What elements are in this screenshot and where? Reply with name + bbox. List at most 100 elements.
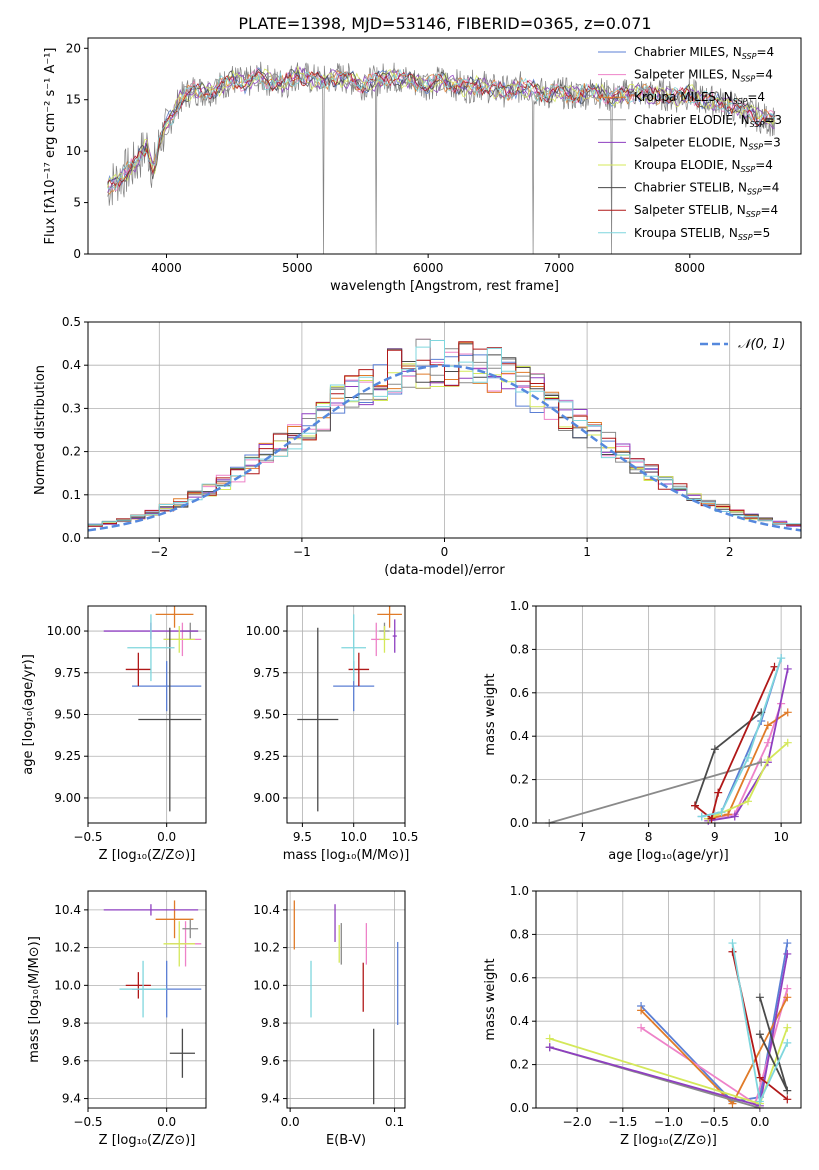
age-vs-Z-xtick-label: 0.0 (157, 830, 176, 844)
weight-vs-age-ytick-label: 0.6 (510, 686, 529, 700)
age-vs-Z-ytick-label: 9.75 (54, 666, 81, 680)
weight-marker (783, 1086, 792, 1095)
weight-vs-Z-ytick-label: 0.6 (510, 971, 529, 985)
weight-vs-Z-xtick-label: −0.5 (700, 1115, 729, 1129)
weight-marker (783, 939, 792, 948)
mass-vs-EBV-ytick-label: 9.4 (261, 1092, 280, 1106)
age-vs-mass-xlabel: mass [log₁₀(M/M⊙)] (283, 848, 410, 863)
weight-marker (777, 654, 786, 663)
legend-entry: Chabrier ELODIE, NSSP=3 (634, 113, 782, 129)
weight-vs-age-frame (535, 605, 802, 824)
panel-mass-vs-Z: −0.5 0.0 9.4 9.6 9.8 10.0 10.2 10.4 Z [log₁₀(Z/Z… (27, 890, 207, 1148)
spectrum-xtick-label: 4000 (151, 261, 182, 275)
weight-vs-Z-ytick-label: 0.4 (510, 1014, 529, 1028)
weight-marker (728, 947, 737, 956)
residuals-ytick-label: 0.2 (62, 445, 81, 459)
mass-vs-Z-xtick-label: −0.5 (73, 1115, 102, 1129)
weight-line (701, 657, 782, 818)
model-spectrum-line (107, 65, 776, 188)
residuals-ytick-label: 0.0 (62, 531, 81, 545)
weight-marker (755, 1030, 764, 1039)
spectrum-xlabel: wavelength [Angstrom, rest frame] (330, 279, 559, 294)
weight-vs-Z-ylabel: mass weight (483, 958, 498, 1040)
panel-weight-vs-Z: −2.0 −1.5 −1.0 −0.5 0.0 0.0 0.2 0.4 0.6 0.8 1.0 Z [… (483, 884, 802, 1148)
weight-vs-age-xtick-label: 8 (645, 830, 653, 844)
mass-vs-EBV-xtick-label: 0.1 (385, 1115, 404, 1129)
residuals-frame (87, 321, 802, 539)
model-spectrum-line (107, 67, 776, 192)
legend-entry: Kroupa MILES, NSSP=4 (634, 90, 765, 106)
weight-vs-age-xtick-label: 9 (711, 830, 719, 844)
weight-marker (763, 756, 772, 765)
residuals-ylabel: Normed distribution (33, 365, 48, 495)
weight-marker (763, 738, 772, 747)
residuals-xtick-label: 1 (583, 545, 591, 559)
weight-marker (783, 1023, 792, 1032)
mass-vs-Z-frame (87, 890, 207, 1109)
weight-marker (697, 812, 706, 821)
mass-vs-Z-xtick-label: 0.0 (157, 1115, 176, 1129)
mass-vs-Z-ytick-label: 9.4 (62, 1092, 81, 1106)
legend-entry: 𝒩(0, 1) (738, 337, 785, 352)
mass-vs-Z-ytick-label: 9.8 (62, 1016, 81, 1030)
weight-vs-Z-xtick-label: 0.0 (750, 1115, 769, 1129)
mass-vs-EBV-ytick-label: 10.4 (253, 903, 280, 917)
legend-entry: Kroupa STELIB, NSSP=5 (634, 226, 770, 242)
mass-vs-EBV-ytick-label: 10.0 (253, 978, 280, 992)
weight-vs-age-ylabel: mass weight (483, 673, 498, 755)
age-vs-mass-ytick-label: 9.25 (253, 749, 280, 763)
weight-marker (637, 1006, 646, 1015)
weight-vs-age-ytick-label: 0.8 (510, 642, 529, 656)
panel-mass-vs-EBV: 0.0 0.1 9.4 9.6 9.8 10.0 10.2 10.4 E(B-V) (253, 890, 406, 1148)
residuals-plot-area (88, 338, 801, 532)
age-vs-mass-xtick-label: 9.5 (293, 830, 312, 844)
mass-vs-Z-xlabel: Z [log₁₀(Z/Z⊙)] (99, 1133, 196, 1148)
residuals-ytick-label: 0.5 (62, 315, 81, 329)
legend-entry: Kroupa ELODIE, NSSP=4 (634, 158, 773, 174)
age-vs-Z-ytick-label: 9.50 (54, 708, 81, 722)
weight-vs-age-ytick-label: 0.2 (510, 773, 529, 787)
weight-marker (770, 662, 779, 671)
age-vs-mass-xtick-label: 10.0 (340, 830, 367, 844)
weight-vs-Z-ytick-label: 0.0 (510, 1101, 529, 1115)
weight-marker (744, 797, 752, 806)
weight-vs-Z-frame (535, 890, 802, 1109)
normal-curve (88, 364, 801, 532)
weight-marker (755, 1097, 764, 1106)
weight-vs-Z-xtick-label: −2.0 (563, 1115, 592, 1129)
weight-line (707, 742, 789, 820)
weight-line (694, 711, 762, 806)
panel-age-vs-Z: −0.5 0.0 9.00 9.25 9.50 9.75 10.00 Z [log₁₀(Z/Z… (21, 605, 207, 863)
weight-vs-Z-xlabel: Z [log₁₀(Z/Z⊙)] (620, 1133, 717, 1148)
weight-vs-Z-ytick-label: 0.8 (510, 927, 529, 941)
weight-line (694, 666, 776, 821)
legend-entry: Salpeter STELIB, NSSP=4 (634, 203, 778, 219)
weight-marker (783, 993, 792, 1002)
spectrum-xtick-label: 5000 (282, 261, 313, 275)
weight-vs-age-xtick-label: 7 (579, 830, 587, 844)
weight-vs-age-xlabel: age [log₁₀(age/yr)] (608, 848, 729, 863)
legend-entry: Chabrier STELIB, NSSP=4 (634, 181, 779, 197)
model-spectrum-line (107, 68, 776, 191)
residuals-grid: −2 −1 0 1 2 0.0 0.1 0.2 0.3 0.4 0.5 (data-model)/er… (33, 315, 801, 578)
weight-marker (730, 812, 739, 821)
panel-weight-vs-age: 7 8 9 10 0.0 0.2 0.4 0.6 0.8 1.0 age [log₁₀(age/yr… (483, 599, 802, 863)
age-vs-mass-ytick-label: 9.75 (253, 666, 280, 680)
weight-vs-Z-ytick-label: 1.0 (510, 884, 529, 898)
weight-marker (744, 753, 752, 762)
spectrum-plot-area (107, 61, 776, 254)
age-vs-Z-frame (87, 605, 207, 824)
weight-vs-Z-xtick-label: −1.5 (608, 1115, 637, 1129)
weight-line (549, 761, 762, 824)
panel-residuals: −2 −1 0 1 2 0.0 0.1 0.2 0.3 0.4 0.5 (data-model)/er… (33, 315, 802, 578)
spectrum-xtick-label: 8000 (675, 261, 706, 275)
residuals-ytick-label: 0.3 (62, 401, 81, 415)
residuals-ytick-label: 0.4 (62, 358, 81, 372)
weight-vs-Z-xtick-label: −1.0 (654, 1115, 683, 1129)
residuals-xtick-label: −1 (293, 545, 311, 559)
residuals-xtick-label: 2 (726, 545, 734, 559)
weight-marker (728, 939, 737, 948)
weight-marker (755, 1073, 764, 1082)
age-vs-mass-xtick-label: 10.5 (392, 830, 419, 844)
